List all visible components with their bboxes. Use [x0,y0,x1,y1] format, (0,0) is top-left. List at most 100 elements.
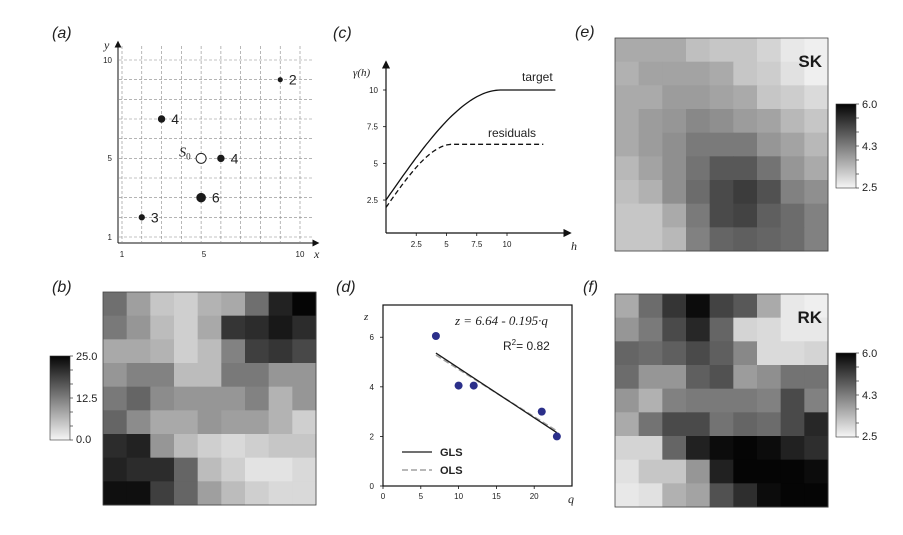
a-point-value-label: 4 [231,150,239,166]
d-ticks: 0 5 10 15 20 0 2 4 6 [370,333,540,501]
heatmap-cell [103,339,128,364]
heatmap-cell [292,410,317,435]
heatmap-cell [221,410,246,435]
heatmap-cell [780,436,805,461]
heatmap-cell [709,85,734,110]
heatmap-cell [662,38,687,63]
a-ytick-10: 10 [103,56,112,65]
heatmap-cell [150,315,175,340]
heatmap-cell [221,363,246,388]
heatmap-cell [804,483,829,508]
d-legend-ols-label: OLS [440,465,463,477]
c-ytick-label: 7.5 [367,123,379,132]
f-map-frame [614,293,829,508]
heatmap-cell [733,341,758,366]
heatmap-cell [686,412,711,437]
heatmap-cell [709,61,734,86]
b-cb-mid: 12.5 [76,393,97,405]
heatmap-cell [197,457,222,482]
heatmap-cell [103,410,128,435]
heatmap-cell [804,109,829,134]
a-data-point [138,214,145,221]
c-xtick-label: 7.5 [471,240,483,249]
heatmap-cell [245,481,270,506]
heatmap-cell [804,317,829,342]
d-xtick-label: 5 [419,492,424,501]
heatmap-cell [221,457,246,482]
heatmap-cell [221,434,246,459]
heatmap-cell [780,180,805,205]
heatmap-cell [757,459,782,484]
heatmap-cell [638,203,663,228]
heatmap-cell [804,156,829,181]
heatmap-cell [686,85,711,110]
heatmap-cell [686,341,711,366]
heatmap-cell [150,386,175,411]
heatmap-cell [757,388,782,413]
heatmap-cell [103,363,128,388]
e-colorbar-ticks [856,103,859,189]
heatmap-cell [615,38,640,63]
heatmap-cell [292,339,317,364]
heatmap-cell [221,339,246,364]
heatmap-cell [150,457,175,482]
heatmap-cell [780,203,805,228]
c-xtick-label: 10 [503,240,512,249]
heatmap-cell [615,365,640,390]
c-residuals-label: residuals [488,126,536,140]
heatmap-cell [150,410,175,435]
heatmap-cell [150,363,175,388]
a-point-value-label: 4 [171,111,179,127]
e-cb-min: 2.5 [862,182,877,194]
heatmap-cell [174,386,199,411]
d-y-label: z [363,311,369,323]
heatmap-cell [662,436,687,461]
d-xtick-label: 15 [492,492,501,501]
f-colorbar [835,352,857,438]
a-data-point [196,192,206,203]
heatmap-cell [126,386,151,411]
heatmap-cell [197,386,222,411]
c-x-label: h [571,239,577,253]
heatmap-cell [757,203,782,228]
heatmap-cell [804,61,829,86]
heatmap-cell [197,363,222,388]
heatmap-cell [615,85,640,110]
heatmap-cell [268,315,293,340]
heatmap-cell [638,341,663,366]
heatmap-cell [197,292,222,317]
d-points [431,331,561,441]
heatmap-cell [268,481,293,506]
d-ytick-label: 2 [370,432,375,441]
heatmap-cell [268,339,293,364]
heatmap-cell [757,294,782,319]
heatmap-cell [126,339,151,364]
e-colorbar [835,103,857,189]
heatmap-cell [638,227,663,252]
heatmap-cell [686,132,711,157]
heatmap-cell [221,315,246,340]
heatmap-cell [709,412,734,437]
heatmap-cell [757,61,782,86]
heatmap-cell [757,156,782,181]
d-data-point [454,381,463,390]
heatmap-cell [615,294,640,319]
heatmap-cell [757,132,782,157]
heatmap-cell [757,38,782,63]
b-cb-max: 25.0 [76,351,97,363]
heatmap-cell [733,85,758,110]
heatmap-cell [733,459,758,484]
heatmap-cell [757,180,782,205]
panel-d-regression: 0 5 10 15 20 0 2 4 6 z = 6.64 - 0.195·q R2= 0.82… [363,304,574,506]
heatmap-cell [733,109,758,134]
heatmap-cell [709,365,734,390]
heatmap-cell [638,38,663,63]
heatmap-cell [780,365,805,390]
f-heatmap-cells [615,294,829,508]
heatmap-cell [221,386,246,411]
heatmap-cell [174,363,199,388]
heatmap-cell [686,483,711,508]
c-xtick-label: 2.5 [411,240,423,249]
heatmap-cell [757,436,782,461]
heatmap-cell [638,388,663,413]
